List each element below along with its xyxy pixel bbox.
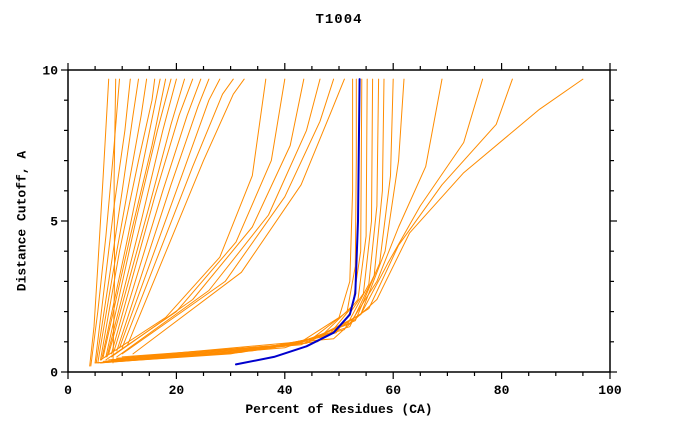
y-axis-label: Distance Cutoff, A [14,150,30,292]
chart-title: T1004 [315,12,363,28]
model-curve [116,78,210,352]
model-curve [127,78,245,346]
model-curve [97,78,148,364]
y-tick-label: 5 [50,215,58,230]
model-curve [89,78,110,367]
reference-curve [235,78,361,366]
model-curve [94,78,131,364]
model-curve [100,78,443,364]
model-curve [132,78,345,355]
model-curve [106,78,177,358]
model-curve [90,78,120,367]
model-curve [105,78,286,361]
x-tick-label: 20 [169,383,185,398]
x-tick-label: 0 [64,383,72,398]
y-tick-label: 10 [42,64,58,79]
x-tick-label: 40 [277,383,293,398]
model-curve [121,78,234,349]
model-curve [95,78,139,364]
model-curve [105,78,172,358]
model-curve [105,78,374,362]
model-curve [110,78,194,355]
model-curve [100,78,267,361]
model-curve [116,78,394,359]
model-curve [113,78,202,352]
model-curve [121,78,335,355]
model-curve [108,78,185,355]
model-curve [110,78,305,358]
x-tick-label: 100 [598,383,622,398]
model-curve [97,78,357,364]
model-curve [100,78,363,364]
y-tick-label: 0 [50,366,58,381]
model-curve [102,78,167,358]
x-tick-label: 60 [385,383,401,398]
model-curve [116,78,584,359]
x-tick-label: 80 [494,383,510,398]
x-axis-label: Percent of Residues (CA) [245,402,433,417]
model-curve [116,78,321,358]
model-curve [105,78,484,362]
model-curve [100,78,156,361]
model-curve [101,78,161,361]
model-curve [119,78,221,349]
